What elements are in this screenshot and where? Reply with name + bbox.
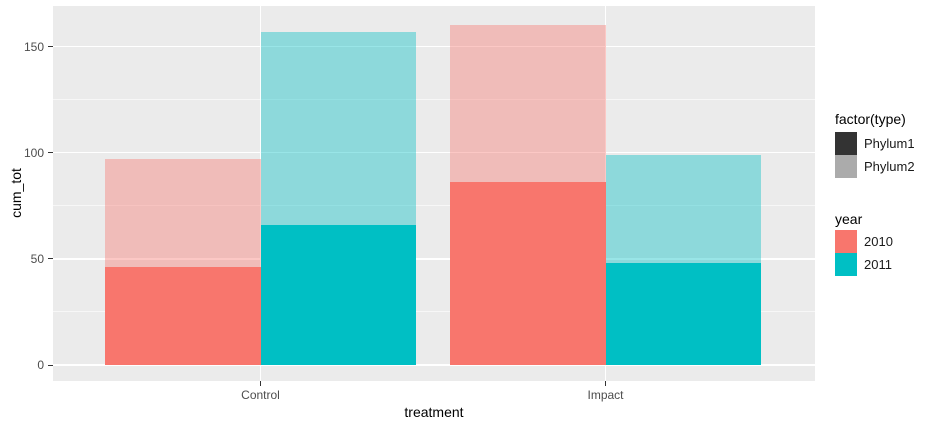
bar-control-2011-phylum1 bbox=[260, 224, 416, 365]
gridline-vertical-major bbox=[604, 6, 607, 381]
legend-label-phylum1: Phylum1 bbox=[864, 135, 915, 151]
legend-label-2011: 2011 bbox=[864, 256, 892, 272]
y-axis-tick-label: 150 bbox=[23, 39, 44, 54]
x-axis-title: treatment bbox=[404, 404, 464, 420]
bar-control-2011-phylum2 bbox=[260, 31, 416, 225]
legend-label-2010: 2010 bbox=[864, 233, 893, 249]
y-axis-tick-mark bbox=[48, 152, 53, 154]
y-axis-tick-label: 50 bbox=[30, 251, 44, 266]
legend-swatch-2011 bbox=[835, 253, 857, 276]
gridline-horizontal-major bbox=[53, 258, 815, 260]
gridline-horizontal-minor bbox=[53, 99, 815, 101]
y-axis-tick-mark bbox=[48, 258, 53, 260]
gridline-horizontal-major bbox=[53, 151, 815, 154]
bar-impact-2010-phylum2 bbox=[450, 25, 606, 183]
bar-impact-2010-phylum1 bbox=[450, 182, 606, 365]
legend-title-year: year bbox=[835, 211, 863, 227]
gridline-horizontal-major bbox=[53, 364, 815, 366]
gridline-horizontal-minor bbox=[53, 205, 815, 207]
legend-swatch-2010 bbox=[835, 230, 857, 253]
bar-control-2010-phylum2 bbox=[105, 159, 261, 268]
gridline-horizontal-major bbox=[53, 45, 815, 48]
y-axis-tick-label: 0 bbox=[37, 358, 44, 372]
gridline-horizontal-minor bbox=[53, 311, 815, 313]
x-axis-tick-label: Impact bbox=[587, 388, 624, 402]
x-axis-tick-label: Control bbox=[241, 388, 280, 402]
x-axis-tick-mark bbox=[605, 381, 606, 386]
y-axis-tick-mark bbox=[48, 364, 53, 366]
plot-panel bbox=[53, 6, 815, 381]
legend-label-phylum2: Phylum2 bbox=[864, 158, 915, 174]
legend-title-factor-type: factor(type) bbox=[835, 111, 906, 127]
y-axis-tick-mark bbox=[48, 46, 53, 48]
bar-impact-2011-phylum2 bbox=[605, 154, 761, 264]
bar-impact-2011-phylum1 bbox=[605, 263, 761, 365]
y-axis-title: cum_tot bbox=[8, 168, 24, 218]
x-axis-tick-mark bbox=[260, 381, 261, 386]
y-axis-tick-label: 100 bbox=[23, 145, 44, 160]
bar-control-2010-phylum1 bbox=[105, 267, 261, 365]
legend-swatch-phylum1 bbox=[835, 132, 857, 155]
gridline-vertical-major bbox=[259, 6, 262, 381]
legend-swatch-phylum2 bbox=[835, 155, 857, 178]
